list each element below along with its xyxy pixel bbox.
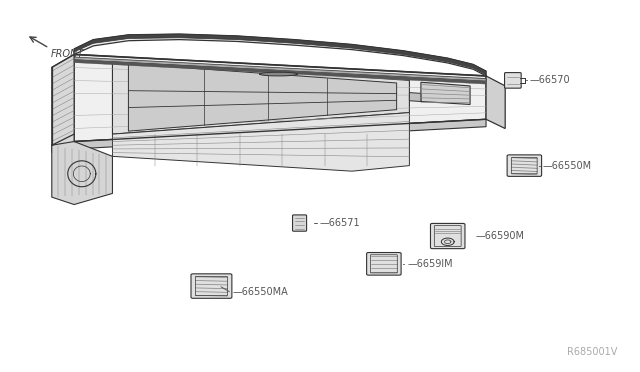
Text: —6659lM: —6659lM [408,259,453,269]
Text: —66571: —66571 [320,218,360,228]
Polygon shape [52,141,113,205]
FancyBboxPatch shape [507,155,541,176]
Polygon shape [113,113,410,171]
Polygon shape [74,34,486,75]
Text: —66590M: —66590M [476,231,525,241]
Text: R685001V: R685001V [566,347,617,357]
Text: —66550M: —66550M [542,161,591,171]
FancyBboxPatch shape [191,274,232,298]
Polygon shape [421,82,470,105]
Polygon shape [410,93,421,102]
Polygon shape [129,64,397,131]
Polygon shape [74,34,486,76]
FancyBboxPatch shape [504,73,521,88]
Polygon shape [52,54,74,153]
Text: FRONT: FRONT [51,49,84,59]
FancyBboxPatch shape [431,224,465,248]
FancyBboxPatch shape [292,215,307,231]
Polygon shape [74,60,486,84]
FancyBboxPatch shape [367,253,401,275]
Polygon shape [74,54,486,141]
Text: —66550MA: —66550MA [232,286,288,296]
Polygon shape [113,61,410,134]
Ellipse shape [259,72,298,76]
Polygon shape [74,119,486,149]
Polygon shape [74,57,486,81]
Polygon shape [486,76,505,129]
Text: —66570: —66570 [529,76,570,86]
